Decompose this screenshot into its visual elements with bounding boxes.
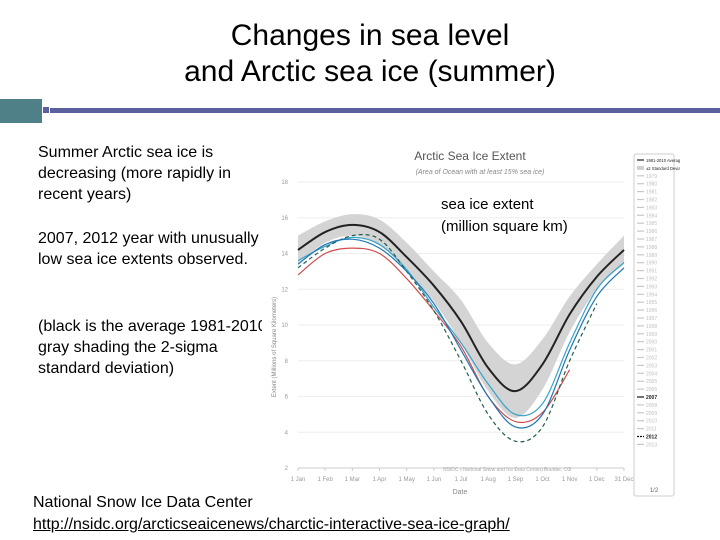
- legend-item: 1981: [646, 190, 657, 196]
- y-tick-label: 4: [285, 430, 289, 436]
- legend-item: 1993: [646, 284, 657, 290]
- title-rule-block: [0, 99, 42, 123]
- x-tick-label: 1 Aug: [480, 477, 495, 483]
- legend-item: 2006: [646, 387, 657, 393]
- legend-item: 1983: [646, 205, 657, 211]
- sea-ice-chart: 18 16 14 12 10 8 6 4 2 1 Jan 1 Feb 1 Mar 1 Apr 1 May…: [262, 142, 690, 502]
- note-legend-explanation: (black is the average 1981-2010; gray sh…: [38, 318, 272, 377]
- x-tick-label: 1 Jul: [455, 477, 468, 483]
- std-band: [298, 214, 624, 418]
- legend-item: 2008: [646, 403, 657, 409]
- legend-item: 1997: [646, 316, 657, 322]
- legend-item: 1986: [646, 229, 657, 235]
- legend-item: 1984: [646, 213, 657, 219]
- y-tick-label: 16: [281, 216, 288, 222]
- note-low-years: 2007, 2012 year with unusually low sea i…: [38, 230, 259, 268]
- y-tick-label: 12: [281, 287, 288, 293]
- legend-item: 1981-2010 Average: [646, 158, 680, 163]
- chart-footer-credit: NSIDC · National Snow and Ice Data Cente…: [443, 467, 571, 473]
- x-tick-label: 31 Dec: [614, 477, 633, 483]
- y-tick-label: 14: [281, 252, 288, 258]
- legend-item: 1979: [646, 174, 657, 180]
- legend-item: 1998: [646, 324, 657, 330]
- series-line-2012: [297, 233, 598, 443]
- legend-item: 1982: [646, 198, 657, 204]
- chart-title: Arctic Sea Ice Extent: [414, 149, 526, 163]
- x-tick-label: 1 Apr: [372, 477, 386, 483]
- legend-item: 1994: [646, 292, 657, 298]
- legend-item: 1999: [646, 332, 657, 338]
- x-tick-label: 1 Jan: [291, 477, 306, 483]
- x-tick-label: 1 Dec: [589, 477, 605, 483]
- legend-item: 1989: [646, 253, 657, 259]
- legend-pager: 1/2: [650, 488, 659, 494]
- legend-item: 2002: [646, 356, 657, 362]
- legend-item: 1996: [646, 308, 657, 314]
- legend-item: 1988: [646, 245, 657, 251]
- note-trend: Summer Arctic sea ice is decreasing (mor…: [38, 144, 231, 203]
- legend-item: 2005: [646, 379, 657, 385]
- x-tick-label: 1 Oct: [535, 477, 550, 483]
- legend-item: 2004: [646, 371, 657, 377]
- chart-subtitle: (Area of Ocean with at least 15% sea ice…: [416, 169, 545, 176]
- x-tick-label: 1 Mar: [345, 477, 360, 483]
- legend-item: 2009: [646, 411, 657, 417]
- y-tick-label: 6: [285, 395, 289, 401]
- series-line-1981-2010-average: [297, 223, 625, 393]
- slide-title-line1: Changes in sea level: [230, 19, 510, 52]
- y-tick-label: 10: [281, 323, 288, 329]
- legend-item: 2013: [646, 442, 657, 448]
- x-tick-label: 1 Nov: [562, 477, 578, 483]
- annotation-line2: (million square km): [441, 218, 568, 235]
- legend-item: 1991: [646, 269, 657, 275]
- title-rule-square: [43, 107, 49, 113]
- legend-item: 2010: [646, 419, 657, 425]
- y-tick-label: 8: [285, 359, 289, 365]
- x-axis-label: Date: [453, 489, 468, 496]
- legend-item: 2007: [646, 395, 657, 401]
- x-tick-label: 1 Feb: [317, 477, 333, 483]
- series-line-recent-year: [297, 247, 571, 424]
- legend-item: 2001: [646, 348, 657, 354]
- legend-item: 2003: [646, 363, 657, 369]
- x-tick-label: 1 Jun: [426, 477, 441, 483]
- x-tick-label: 1 May: [398, 477, 414, 483]
- legend-item: 1987: [646, 237, 657, 243]
- series-line-2007: [297, 238, 625, 429]
- annotation-line1: sea ice extent: [441, 196, 534, 213]
- source-link[interactable]: http://nsidc.org/arcticseaicenews/charct…: [33, 516, 510, 533]
- series-line-other-year: [297, 236, 625, 417]
- sea-ice-chart-svg: 18 16 14 12 10 8 6 4 2 1 Jan 1 Feb 1 Mar 1 Apr 1 May…: [262, 142, 690, 502]
- y-tick-label: 18: [281, 180, 288, 186]
- y-tick-label: 2: [285, 466, 289, 472]
- slide-title-line2: and Arctic sea ice (summer): [184, 55, 556, 88]
- legend-item: 1985: [646, 221, 657, 227]
- legend-item: 2000: [646, 340, 657, 346]
- legend-item: 1992: [646, 277, 657, 283]
- legend-item: 1980: [646, 182, 657, 188]
- legend-item: 2012: [646, 435, 657, 441]
- x-tick-label: 1 Sep: [507, 477, 523, 483]
- legend-item: 2011: [646, 427, 657, 433]
- legend-item: ±2 Standard Deviations: [646, 166, 680, 171]
- title-rule-line: [50, 108, 720, 113]
- slide-title: Changes in sea level and Arctic sea ice …: [0, 18, 720, 90]
- y-axis-label: Extent (Millions of Square Kilometers): [272, 297, 278, 397]
- source-credit: National Snow Ice Data Center: [33, 494, 253, 511]
- legend-item: 1995: [646, 300, 657, 306]
- legend-item: 1990: [646, 261, 657, 267]
